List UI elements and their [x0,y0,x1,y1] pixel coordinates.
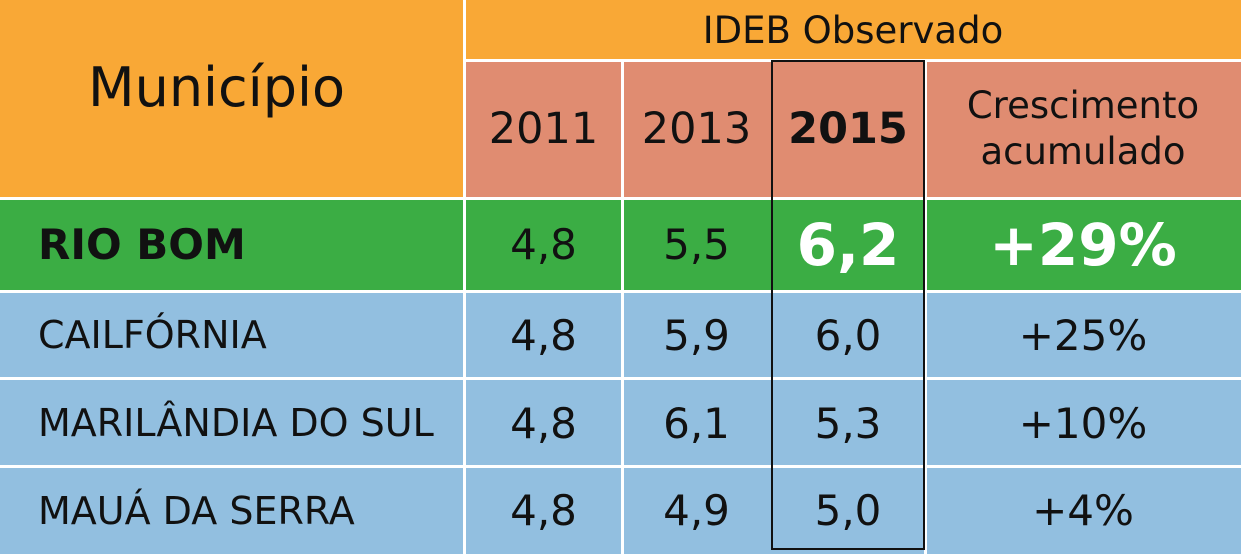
header-crescimento-acumulado: Crescimento acumulado [925,60,1241,198]
highlight-2015-column [771,60,925,550]
row-3-2011: 4,8 [465,379,622,467]
header-growth-line2: acumulado [980,130,1186,173]
row-name-rio-bom: RIO BOM [0,198,465,291]
row-2-2013: 5,9 [622,291,771,379]
header-year-2011-label: 2011 [488,104,599,154]
row-2-2015-value: 6,0 [814,310,882,360]
row-1-growth-value: +29% [989,210,1177,279]
header-year-2011: 2011 [465,60,622,198]
header-year-2013: 2013 [622,60,771,198]
row-1-2011-value: 4,8 [510,220,577,269]
row-name-cailfornia: CAILFÓRNIA [0,291,465,379]
row-name-maua-da-serra: MAUÁ DA SERRA [0,467,465,554]
header-ideb-observado: IDEB Observado [465,0,1241,60]
row-4-name: MAUÁ DA SERRA [38,488,355,533]
row-4-growth: +4% [925,467,1241,554]
row-4-2011: 4,8 [465,467,622,554]
row-2-2011-value: 4,8 [510,310,577,360]
grid-divider [463,0,466,554]
header-municipio: Município [0,0,465,198]
header-ideb-observado-label: IDEB Observado [702,8,1004,52]
grid-divider [0,465,1241,468]
row-2-2011: 4,8 [465,291,622,379]
row-1-name: RIO BOM [38,220,246,269]
row-3-2015: 5,3 [771,379,925,467]
row-1-growth: +29% [925,198,1241,291]
row-3-2011-value: 4,8 [510,398,577,448]
row-3-growth-value: +10% [1018,398,1148,448]
row-name-marilandia-do-sul: MARILÂNDIA DO SUL [0,379,465,467]
grid-divider [0,290,1241,293]
grid-divider [0,197,1241,200]
grid-divider [621,60,624,554]
row-3-2013: 6,1 [622,379,771,467]
row-2-name: CAILFÓRNIA [38,313,267,357]
header-year-2013-label: 2013 [641,104,752,154]
grid-divider [0,377,1241,380]
row-4-2015-value: 5,0 [814,486,882,535]
row-3-2013-value: 6,1 [663,398,730,448]
row-3-2015-value: 5,3 [814,398,882,448]
row-3-name: MARILÂNDIA DO SUL [38,401,434,445]
row-1-2015: 6,2 [771,198,925,291]
row-2-2013-value: 5,9 [663,310,730,360]
row-3-growth: +10% [925,379,1241,467]
row-1-2015-value: 6,2 [796,210,900,279]
row-2-growth: +25% [925,291,1241,379]
header-year-2015: 2015 [771,60,925,198]
header-municipio-label: Município [88,56,346,119]
row-1-2013: 5,5 [622,198,771,291]
row-4-2013-value: 4,9 [663,486,730,535]
row-1-2013-value: 5,5 [663,220,730,269]
row-4-2011-value: 4,8 [510,486,577,535]
header-growth-line1: Crescimento [966,84,1200,127]
row-1-2011: 4,8 [465,198,622,291]
row-4-growth-value: +4% [1032,486,1134,535]
row-2-growth-value: +25% [1018,310,1148,360]
row-4-2015: 5,0 [771,467,925,554]
grid-divider [924,60,927,554]
row-4-2013: 4,9 [622,467,771,554]
header-year-2015-label: 2015 [788,104,908,154]
row-2-2015: 6,0 [771,291,925,379]
